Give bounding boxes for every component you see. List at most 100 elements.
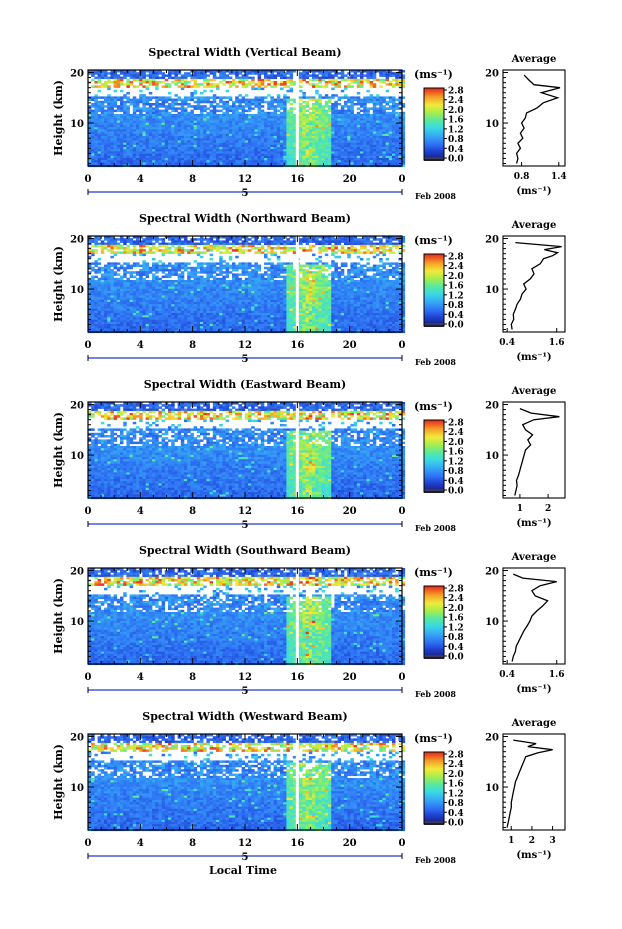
colorbar-cell — [424, 90, 444, 93]
colorbar-cell — [424, 116, 444, 119]
colorbar-cell — [424, 312, 444, 315]
colorbar-cell — [424, 142, 444, 145]
colorbar-cell — [424, 310, 444, 313]
colorbar-tick-label: 1.2 — [448, 623, 464, 633]
colorbar-cell — [424, 644, 444, 647]
colorbar-cell — [424, 792, 444, 795]
colorbar-cell — [424, 468, 444, 471]
colorbar-tick-label: 2.8 — [448, 87, 464, 97]
x-tick-label: 0 — [85, 506, 92, 517]
colorbar-tick-label: 2.4 — [448, 262, 464, 272]
profile-title: Average — [511, 220, 557, 231]
colorbar-cell — [424, 454, 444, 457]
average-profile: Average 10 20 1 2 3 (ms⁻¹) — [485, 718, 566, 861]
colorbar-cell — [424, 420, 444, 423]
colorbar-cell — [424, 272, 444, 275]
heatmap-cells — [88, 70, 406, 168]
x-tick-label: 16 — [290, 672, 304, 683]
colorbar-cell — [424, 782, 444, 785]
profile-y-tick-label: 10 — [485, 285, 499, 296]
profile-x-tick-label: 0.4 — [499, 670, 515, 680]
colorbar-cell — [424, 306, 444, 309]
colorbar-cell — [424, 264, 444, 267]
average-profile: Average 10 20 0.4 1.6 (ms⁻¹) — [485, 552, 566, 695]
colorbar-frame — [423, 751, 445, 825]
colorbar-cell — [424, 98, 444, 101]
colorbar-cell — [424, 108, 444, 111]
colorbar-cell — [424, 94, 444, 97]
colorbar-cell — [424, 148, 444, 151]
average-profile: Average 10 20 0.8 1.4(ms⁻¹) — [485, 54, 567, 197]
colorbar-cell — [424, 318, 444, 321]
colorbar-tick-label: 0.4 — [448, 311, 464, 321]
panel-1: Spectral Width (Northward Beam) 10 20 Heigh… — [52, 212, 566, 367]
colorbar-cell — [424, 476, 444, 479]
colorbar-cell — [424, 134, 444, 137]
y-axis-label: Height (km) — [52, 578, 65, 654]
colorbar-cell — [424, 424, 444, 427]
colorbar-cell — [424, 462, 444, 465]
colorbar-cell — [424, 612, 444, 615]
colorbar-tick-label: 1.2 — [448, 789, 464, 799]
colorbar-cell — [424, 308, 444, 311]
y-tick-label: 20 — [70, 69, 84, 80]
profile-x-tick-label: 1.6 — [549, 670, 565, 680]
date-label: Feb 2008 — [415, 523, 456, 533]
colorbar-cell — [424, 760, 444, 763]
colorbar-cell — [424, 136, 444, 139]
x-tick-label: 0 — [85, 672, 92, 683]
colorbar-cell — [424, 284, 444, 287]
colorbar-cell — [424, 314, 444, 317]
y-tick-label: 20 — [70, 567, 84, 578]
colorbar-cell — [424, 440, 444, 443]
colorbar-under — [424, 157, 444, 161]
colorbar-tick-label: 0.0 — [448, 653, 464, 663]
colorbar-cell — [424, 140, 444, 143]
colorbar-cell — [424, 130, 444, 133]
colorbar-cell — [424, 138, 444, 141]
colorbar-cell — [424, 486, 444, 489]
colorbar-cell — [424, 280, 444, 283]
data-gap — [295, 734, 299, 830]
colorbar-cell — [424, 122, 444, 125]
colorbar-cell — [424, 652, 444, 655]
profile-title: Average — [511, 718, 557, 729]
profile-title: Average — [511, 386, 557, 397]
colorbar-cell — [424, 602, 444, 605]
colorbar-cell — [424, 262, 444, 265]
profile-line — [506, 739, 553, 828]
profile-frame — [502, 567, 566, 665]
colorbar-cell — [424, 304, 444, 307]
colorbar-tick-label: 1.6 — [448, 780, 464, 790]
colorbar-cell — [424, 772, 444, 775]
colorbar-cell — [424, 256, 444, 259]
colorbar-cell — [424, 632, 444, 635]
colorbar-cell — [424, 596, 444, 599]
x-tick-label: 20 — [343, 672, 357, 683]
profile-x-tick-label: 1.6 — [549, 338, 565, 348]
colorbar-tick-label: 2.8 — [448, 253, 464, 263]
colorbar-cell — [424, 754, 444, 757]
colorbar-cell — [424, 618, 444, 621]
colorbar-cell — [424, 636, 444, 639]
x-tick-label: 4 — [137, 838, 144, 849]
profile-frame — [502, 69, 566, 167]
colorbar-cell — [424, 798, 444, 801]
x-tick-label: 8 — [189, 506, 196, 517]
profile-x-label: (ms⁻¹) — [516, 352, 551, 363]
colorbar-tick-label: 1.6 — [448, 614, 464, 624]
colorbar-cell — [424, 298, 444, 301]
colorbar-tick-label: 2.8 — [448, 585, 464, 595]
x-tick-label: 8 — [189, 838, 196, 849]
colorbar-under — [424, 655, 444, 659]
colorbar-cell — [424, 590, 444, 593]
x-tick-label: 16 — [290, 506, 304, 517]
x-tick-label: 4 — [137, 340, 144, 351]
y-tick-label: 20 — [70, 401, 84, 412]
colorbar-cell — [424, 448, 444, 451]
profile-title: Average — [511, 54, 557, 65]
data-gap — [295, 402, 299, 498]
colorbar-cell — [424, 780, 444, 783]
colorbar-cell — [424, 428, 444, 431]
colorbar-tick-label: 1.6 — [448, 282, 464, 292]
